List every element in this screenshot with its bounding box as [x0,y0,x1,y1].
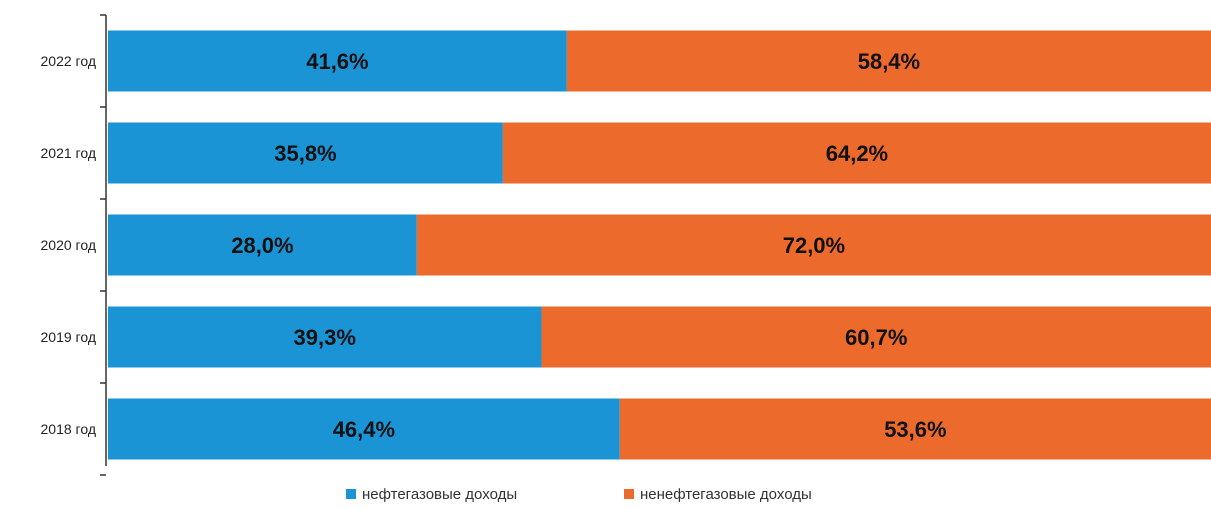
data-label: 41,6% [306,49,368,74]
bar-non-oil-gas [502,122,1211,184]
data-label: 58,4% [858,49,920,74]
data-label: 53,6% [884,417,946,442]
labels-layer: 2022 год 41,6% 58,4% 2021 год 35,8% 64,2% 2020… [41,49,947,442]
data-label: 28,0% [231,233,293,258]
category-label: 2019 год [41,329,96,345]
bar-oil-gas [108,398,620,460]
bar-non-oil-gas [541,306,1211,368]
legend-label: нефтегазовые доходы [362,486,517,503]
data-label: 60,7% [845,325,907,350]
legend: нефтегазовые доходы ненефтегазовые доходы [346,486,812,503]
bar-oil-gas [108,214,417,276]
bar-oil-gas [108,30,567,92]
category-label: 2020 год [41,237,96,253]
bar-non-oil-gas [619,398,1211,460]
category-label: 2018 год [41,421,96,437]
bar-oil-gas [108,306,542,368]
legend-label: ненефтегазовые доходы [640,486,812,503]
data-label: 35,8% [274,141,336,166]
data-label: 72,0% [783,233,845,258]
bar-oil-gas [108,122,503,184]
data-label: 46,4% [333,417,395,442]
bars-layer [108,30,1211,460]
data-label: 64,2% [826,141,888,166]
legend-swatch [624,489,634,499]
category-label: 2021 год [41,145,96,161]
bar-non-oil-gas [416,214,1211,276]
bar-non-oil-gas [566,30,1211,92]
data-label: 39,3% [294,325,356,350]
axis-layer [100,14,107,476]
legend-swatch [346,489,356,499]
category-label: 2022 год [41,53,96,69]
